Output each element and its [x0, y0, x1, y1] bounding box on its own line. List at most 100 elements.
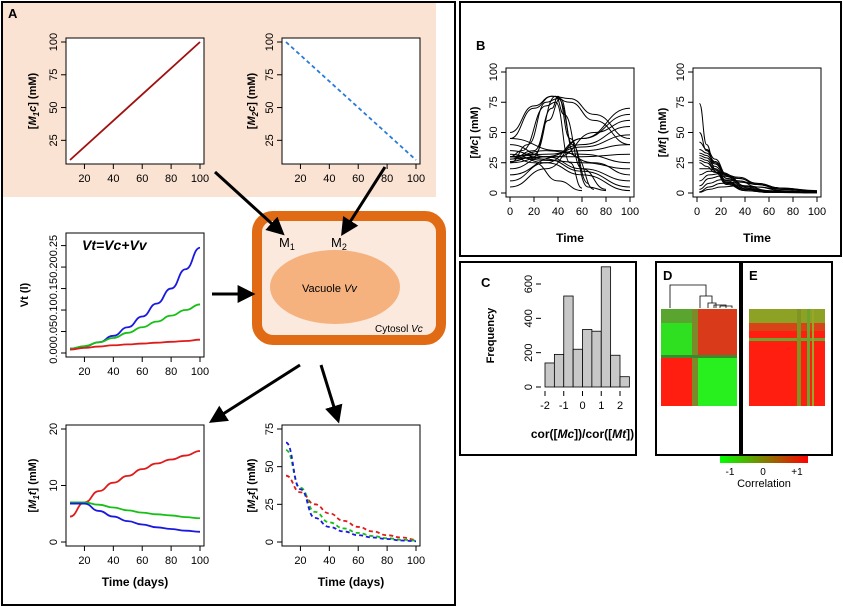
m1c-ylabel-part: 1 — [32, 111, 41, 116]
colorbar-tick-pos1: +1 — [791, 467, 803, 478]
vt-xtick-label: 40 — [107, 366, 119, 378]
mt-ylabel-part: [ — [657, 153, 669, 157]
m2t-ytick-label: 25 — [264, 498, 276, 510]
m1c-ytick-label: 100 — [48, 33, 60, 51]
m2t-ytick-label: 50 — [264, 461, 276, 473]
vt-ytick-label: 0.00 — [48, 342, 60, 363]
m1c-series-M1c — [69, 41, 201, 161]
mt-ytick-label: 0 — [675, 190, 687, 196]
panel-b-frame — [459, 1, 842, 257]
m2t-xtick-label: 60 — [352, 555, 364, 567]
m2t-ytick-label: 0 — [264, 539, 276, 545]
m1t-plot-area — [65, 424, 205, 547]
m2c-series-M2c — [285, 41, 417, 161]
hist-bar — [600, 266, 612, 388]
m1c-ytick-label: 75 — [48, 69, 60, 81]
hist-bar — [610, 354, 621, 388]
mc-ylabel-part: [ — [469, 154, 481, 158]
m2-label: M2 — [331, 235, 347, 252]
chart-hist: -2 -1 0 1 2 0 200 400 600 Frequency cor([Mc])/cor(… — [485, 266, 634, 441]
panel-e-frame — [741, 261, 833, 456]
hist-xlabel-part: ])/cor([ — [574, 427, 612, 441]
vt-xtick-label: 80 — [165, 366, 177, 378]
panel-a-frame — [1, 1, 456, 606]
m2t-series-green — [285, 449, 417, 542]
mc-plot-area — [505, 67, 635, 198]
mt-xtick-label: 100 — [808, 206, 826, 218]
mt-series-d7 — [699, 157, 818, 194]
mt-series-d16 — [699, 185, 818, 193]
vt-series-green — [69, 303, 201, 350]
m2t-xtick-label: 20 — [294, 555, 306, 567]
vt-series-red — [69, 338, 201, 351]
m2t-ylabel-part: ] (mM) — [246, 458, 258, 491]
m2t-xlabel: Time (days) — [318, 575, 384, 589]
m2c-xtick-label: 40 — [323, 173, 335, 185]
hist-xlabel-part: Mt — [612, 427, 627, 441]
panel-label-b: B — [476, 38, 485, 53]
mt-xtick-label: 80 — [787, 206, 799, 218]
m1t-series-blue — [69, 502, 201, 533]
mt-xtick-label: 0 — [694, 206, 700, 218]
chart-m1t: 20 40 60 80 100 0 10 20 [M1t] (mM) Time (days) — [27, 423, 209, 589]
m2c-xtick-label: 80 — [381, 173, 393, 185]
mt-ytick-label: 100 — [675, 63, 687, 81]
colorbar-tick-0: 0 — [760, 467, 766, 478]
mc-series-drop1 — [509, 156, 583, 192]
m1t-xtick-label: 100 — [191, 555, 209, 567]
m1c-ytick-label: 50 — [48, 101, 60, 113]
vt-xtick-label: 60 — [136, 366, 148, 378]
chart-mt: 0 20 40 60 80 100 0 25 50 75 100 [Mt] (mM) Time — [657, 63, 826, 245]
m1t-ylabel-part: ] (mM) — [27, 458, 39, 491]
m1t-ylabel-part: 1 — [32, 495, 41, 500]
m2c-ylabel: [M2c] (mM) — [246, 72, 260, 129]
m2c-ylabel-part: c — [246, 106, 258, 112]
m1c-ylabel-part: M — [27, 116, 39, 126]
mt-ylabel: [Mt] (mM) — [657, 107, 669, 157]
m2t-series-red — [285, 474, 417, 541]
hist-xlabel-part: cor([ — [531, 427, 558, 441]
m1c-xtick-label: 60 — [136, 173, 148, 185]
mc-xtick-label: 80 — [600, 206, 612, 218]
m1t-xlabel: Time (days) — [102, 575, 168, 589]
mc-ytick-label: 75 — [488, 96, 500, 108]
vacuole-label: Vacuole Vv — [302, 283, 358, 295]
chart-mc: 0 20 40 60 80 100 0 25 50 75 100 [Mc] (mM) Time — [469, 63, 639, 245]
mt-xtick-label: 60 — [763, 206, 775, 218]
m1c-ylabel-part: ] (mM) — [27, 72, 39, 105]
arrow-m1c-to-cell — [213, 170, 285, 236]
m2c-ytick-label: 25 — [264, 134, 276, 146]
m2c-xtick-label: 100 — [407, 173, 425, 185]
m1t-xtick-label: 60 — [136, 555, 148, 567]
hist-bar — [553, 353, 565, 388]
colorbar-tick-neg1: -1 — [726, 467, 735, 478]
hist-ytick-label: 600 — [523, 275, 535, 293]
hist-bar — [563, 295, 574, 388]
mc-xtick-label: 40 — [552, 206, 564, 218]
mc-xlabel: Time — [556, 231, 584, 245]
m2c-ytick-label: 75 — [264, 69, 276, 81]
m2t-ylabel-part: M — [246, 499, 258, 509]
m1t-ylabel: [M1t] (mM) — [27, 458, 41, 512]
m1c-ytick-label: 25 — [48, 134, 60, 146]
m1c-ylabel-part: [ — [27, 125, 39, 129]
mt-ytick-label: 25 — [675, 157, 687, 169]
mc-ytick-label: 50 — [488, 126, 500, 138]
m2c-ytick-label: 50 — [264, 101, 276, 113]
vt-ytick-label: 0.25 — [48, 235, 60, 256]
m2t-ytick-label: 75 — [264, 423, 276, 435]
mc-ytick-label: 0 — [488, 190, 500, 196]
vt-ytick-label: 0.20 — [48, 256, 60, 277]
mc-xtick-label: 0 — [507, 206, 513, 218]
mt-xtick-label: 40 — [739, 206, 751, 218]
mc-series-rise4 — [509, 134, 631, 164]
m1c-xtick-label: 40 — [107, 173, 119, 185]
m1t-series-red — [69, 450, 201, 518]
hist-xtick-label: -1 — [559, 400, 569, 412]
hist-xtick-label: -2 — [540, 400, 550, 412]
mc-ylabel-part: Mc — [469, 140, 481, 155]
cytosol-label: Cytosol Vc — [375, 324, 423, 335]
panel-label-d: D — [663, 268, 672, 283]
m2c-ylabel-part: [ — [246, 125, 258, 129]
mt-ylabel-part: Mt — [657, 139, 669, 153]
